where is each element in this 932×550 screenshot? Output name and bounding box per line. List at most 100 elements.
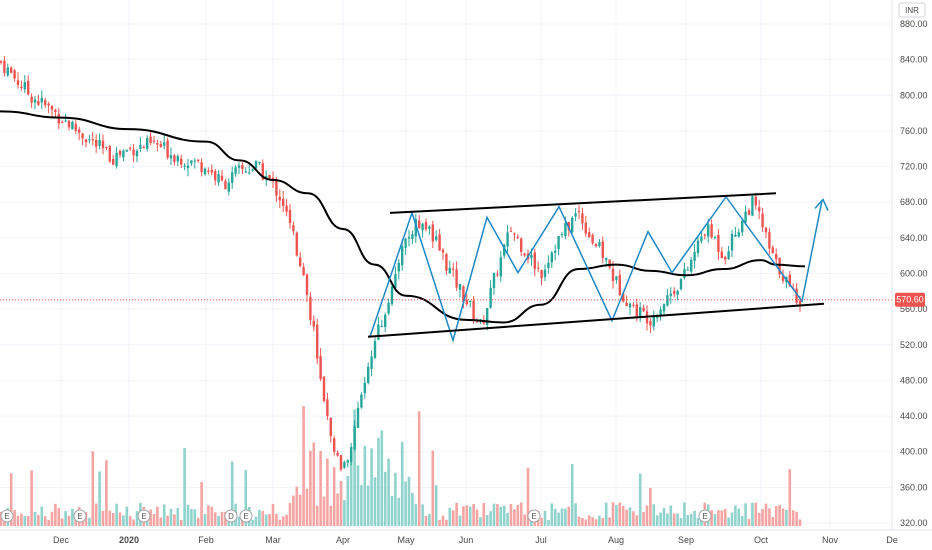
volume-bar: [91, 451, 95, 526]
upper-trendline[interactable]: [389, 192, 777, 214]
volume-bar: [778, 505, 781, 526]
volume-bar: [135, 511, 139, 526]
volume-bar: [292, 495, 295, 526]
volume-bar: [785, 509, 788, 526]
candle-body: [441, 249, 445, 253]
lower-trendline[interactable]: [367, 302, 825, 338]
event-marker[interactable]: E: [527, 509, 541, 523]
candle-body: [730, 234, 734, 251]
candle-body: [625, 302, 628, 307]
x-tick-label: Jun: [459, 535, 474, 545]
candle-body: [530, 254, 533, 259]
volume-bar: [193, 509, 197, 526]
volume-bar: [380, 430, 384, 526]
candle-body: [693, 251, 696, 261]
candle-body: [557, 235, 560, 250]
candle-body: [200, 162, 203, 173]
volume-bar: [734, 505, 737, 526]
event-marker[interactable]: E: [137, 509, 151, 523]
candle-body: [472, 300, 475, 320]
volume-bar: [451, 510, 455, 526]
event-marker-circle: [224, 509, 238, 523]
candle-body: [322, 376, 326, 401]
candle-body: [469, 300, 472, 302]
candle-body: [367, 366, 370, 384]
volume-bar: [84, 512, 88, 526]
candle-body: [632, 304, 635, 306]
volume-bar: [251, 519, 254, 526]
candle-body: [690, 259, 693, 272]
candle-body: [132, 149, 135, 156]
volume-bar: [788, 469, 792, 526]
x-axis[interactable]: Dec 2020 Feb Mar Apr May Jun Jul Aug Sep Oct Nov De: [0, 529, 932, 545]
candle-body: [227, 182, 230, 192]
candle-body: [435, 236, 438, 240]
event-marker[interactable]: E: [239, 509, 253, 523]
volume-bar: [241, 518, 244, 526]
volume-bar: [506, 512, 509, 526]
volume-bar: [281, 516, 285, 526]
candle-body: [754, 196, 757, 206]
y-tick-label: 760.00: [900, 126, 928, 136]
currency-label: INR: [905, 6, 919, 15]
volume-bar: [370, 448, 373, 526]
candle-body: [197, 159, 200, 161]
candle-body: [509, 230, 513, 232]
volume-bar: [601, 517, 605, 526]
event-marker[interactable]: E: [73, 509, 87, 523]
candle-body: [234, 167, 237, 174]
y-tick-label: 560.00: [900, 304, 928, 314]
candle-body: [176, 155, 179, 162]
candle-body: [118, 150, 122, 156]
candle-body: [598, 242, 601, 246]
candle-body: [452, 268, 455, 270]
candle-body: [737, 232, 740, 237]
candle-body: [482, 321, 485, 324]
candle-body: [543, 269, 547, 278]
event-marker-circle: [137, 509, 151, 523]
volume-bar: [577, 516, 581, 526]
candle-body: [475, 321, 479, 323]
currency-badge[interactable]: INR: [898, 2, 926, 18]
y-tick-label: 360.00: [900, 482, 928, 492]
volume-bar: [366, 485, 370, 526]
candle-body: [679, 278, 683, 290]
candle-body: [312, 320, 315, 327]
volume-bar: [509, 503, 513, 526]
candle-body: [152, 140, 156, 142]
candle-body: [210, 169, 213, 173]
candle-body: [135, 150, 139, 157]
y-tick-label: 440.00: [900, 411, 928, 421]
candle-body: [656, 317, 659, 319]
candle-body: [363, 382, 366, 394]
volume-bar: [356, 465, 360, 526]
volume-bar: [237, 516, 241, 526]
candle-body: [431, 224, 434, 242]
candle-body: [0, 61, 3, 63]
volume-bar: [377, 437, 380, 526]
volume-bar: [298, 494, 302, 526]
candle-body: [591, 234, 594, 244]
volume-bar: [312, 442, 316, 526]
volume-bar: [125, 506, 129, 526]
candle-body: [129, 147, 132, 149]
event-marker[interactable]: D: [224, 509, 238, 523]
volume-bar: [689, 513, 693, 526]
candle-body: [662, 304, 666, 312]
candlesticks: [0, 55, 802, 472]
candle-body: [734, 234, 737, 237]
y-axis[interactable]: 880.00 840.00 800.00 760.00 720.00 680.00 640.…: [891, 0, 928, 530]
candle-body: [105, 146, 108, 148]
candle-body: [496, 274, 499, 276]
volume-bar: [332, 467, 336, 526]
event-marker[interactable]: E: [0, 509, 14, 523]
volume-bar: [727, 517, 730, 526]
candle-body: [78, 129, 81, 133]
candle-body: [605, 257, 608, 261]
event-marker[interactable]: E: [698, 509, 712, 523]
volume-bar: [604, 502, 608, 526]
candle-body: [781, 275, 785, 281]
candle-body: [316, 324, 319, 359]
